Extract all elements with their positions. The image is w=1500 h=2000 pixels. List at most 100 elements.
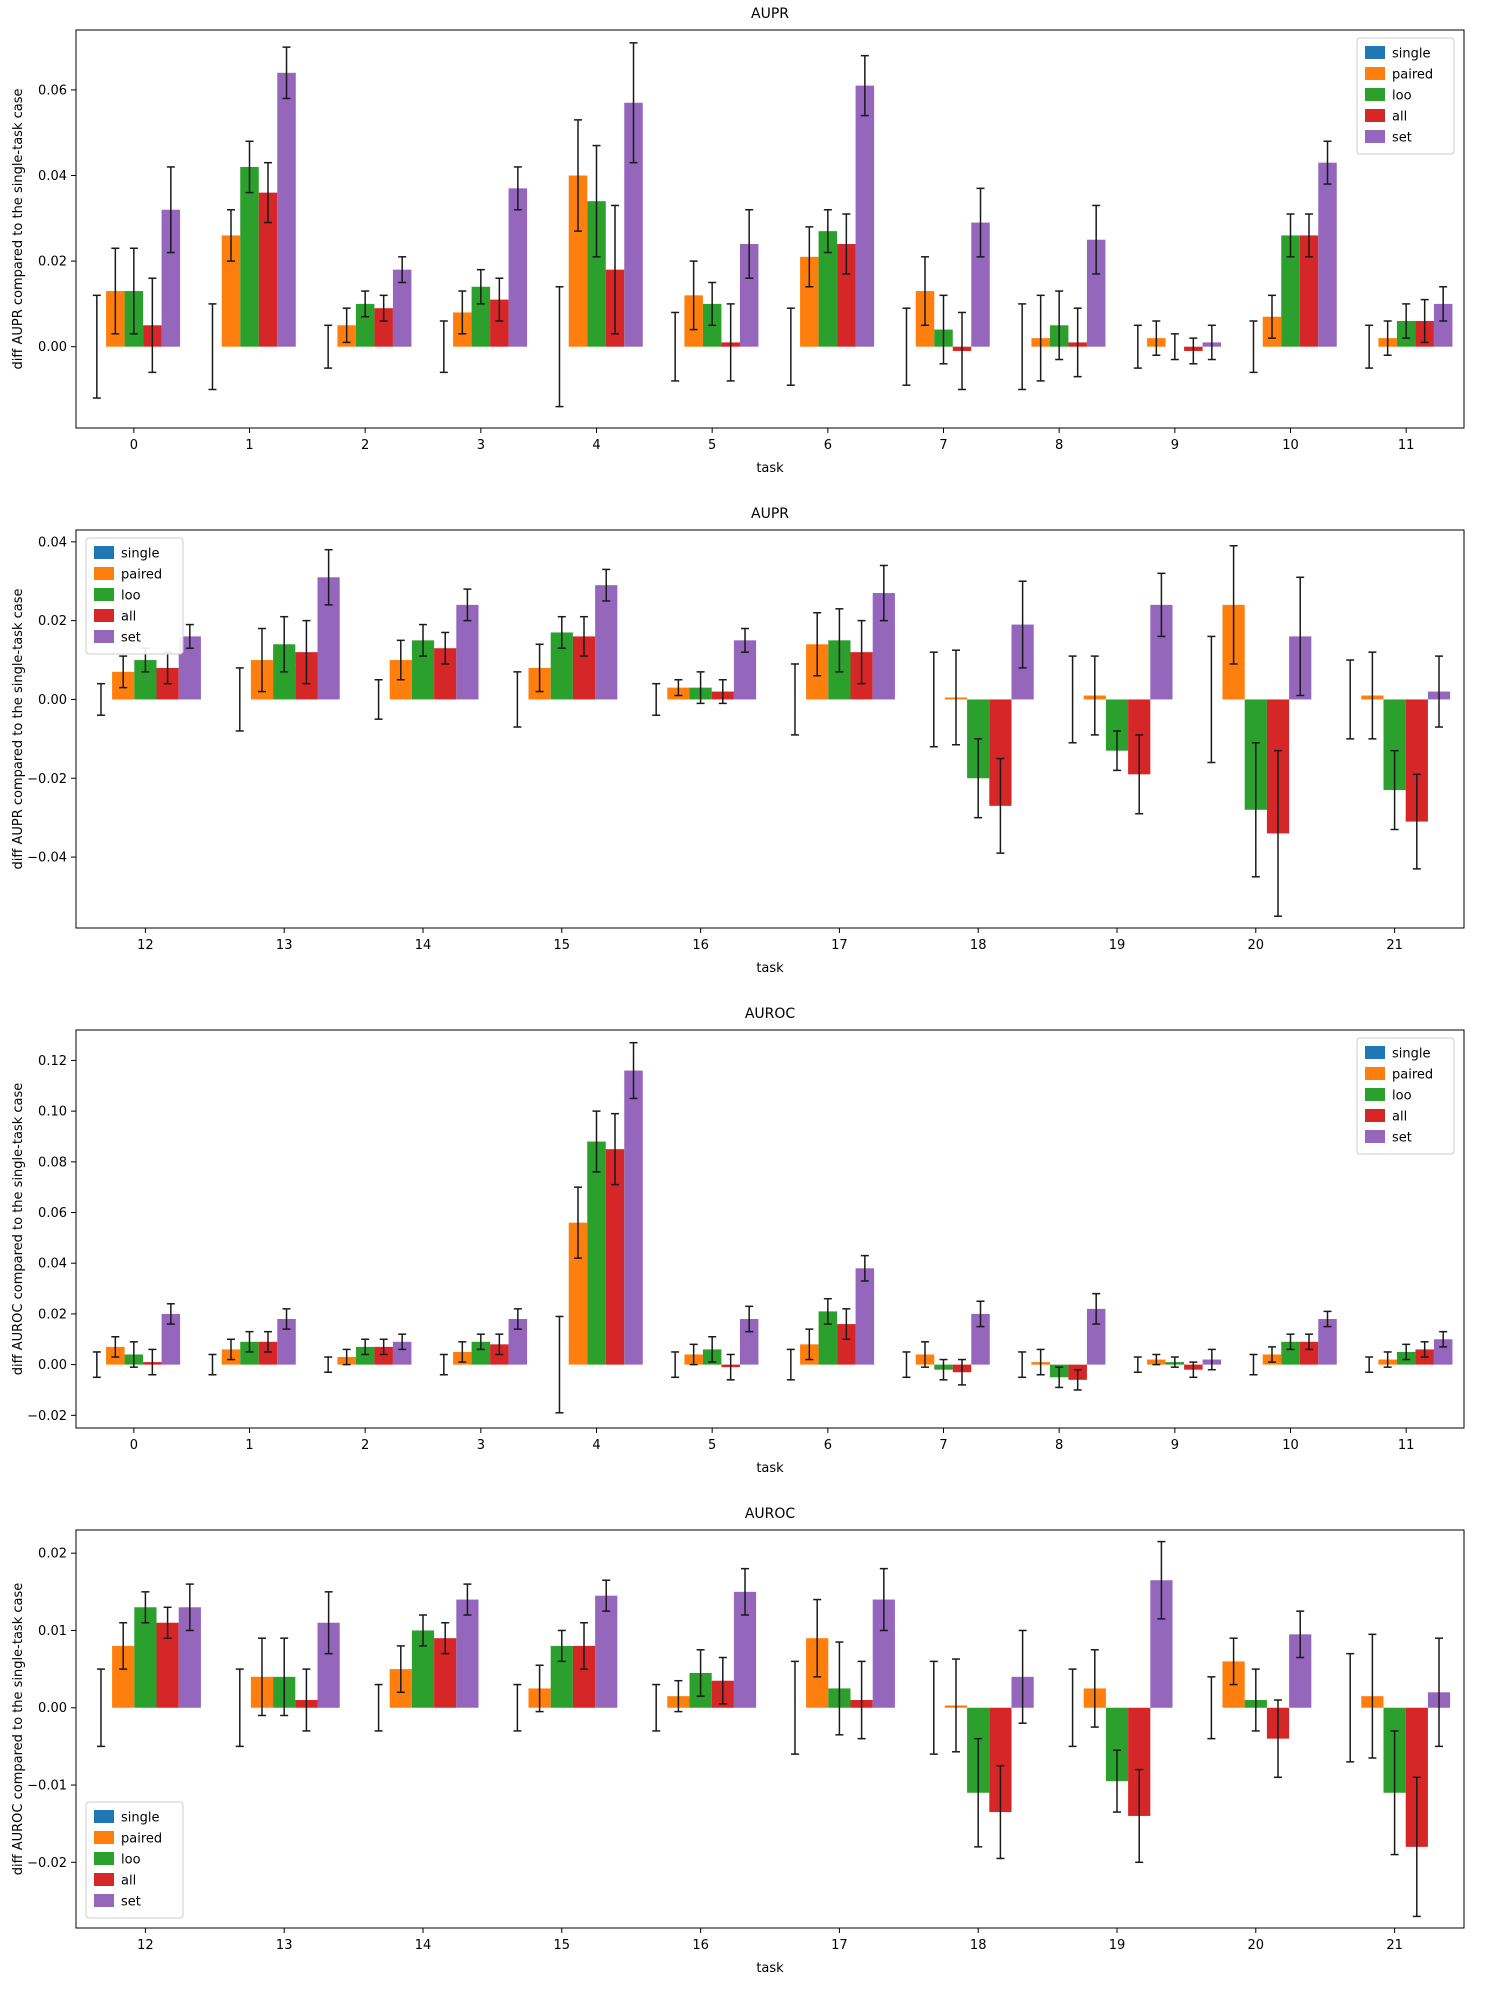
bar-loo-task-12 — [134, 660, 157, 700]
y-tick-label: 0.10 — [38, 1105, 67, 1120]
x-tick-label: 8 — [1055, 438, 1063, 453]
bar-paired-task-4 — [568, 1222, 588, 1365]
x-tick-label: 21 — [1386, 1938, 1403, 1953]
x-axis-label: task — [756, 1461, 784, 1476]
x-tick-label: 13 — [276, 1938, 293, 1953]
chart-auroc-tasks-12-21: −0.02 −0.01 0.00 0.01 0.02 12 13 14 15 16 17 18 19 20… — [0, 1500, 1500, 2000]
legend-swatch-all — [94, 1873, 114, 1886]
x-tick-label: 9 — [1171, 438, 1179, 453]
x-tick-label: 2 — [361, 438, 369, 453]
y-tick-label: 0.00 — [38, 340, 67, 355]
bar-loo-task-14 — [411, 1630, 435, 1708]
bar-paired-task-6 — [800, 256, 819, 347]
legend-label-set: set — [1392, 1131, 1412, 1146]
bar-paired-task-4 — [568, 175, 588, 347]
bars-layer — [112, 577, 1451, 834]
y-tick-label: −0.01 — [27, 1779, 67, 1794]
legend-label-single: single — [121, 547, 160, 562]
bar-all-task-14 — [434, 648, 457, 700]
x-tick-label: 8 — [1055, 1438, 1063, 1453]
legend-swatch-set — [1365, 130, 1385, 143]
y-tick-label: 0.12 — [38, 1054, 67, 1069]
legend-swatch-single — [94, 1810, 114, 1823]
bar-all-task-12 — [156, 1622, 179, 1708]
bar-loo-task-4 — [587, 201, 606, 347]
bar-all-task-4 — [605, 1149, 625, 1365]
x-tick-label: 7 — [939, 1438, 947, 1453]
legend-swatch-loo — [1365, 88, 1385, 101]
legend-swatch-loo — [94, 588, 114, 601]
bar-set-task-10 — [1318, 162, 1337, 347]
errorbars-layer — [92, 1041, 1448, 1414]
x-tick-label: 15 — [554, 1938, 571, 1953]
x-tick-label: 9 — [1171, 1438, 1179, 1453]
bar-loo-task-2 — [355, 303, 375, 347]
x-tick-label: 5 — [708, 1438, 716, 1453]
x-tick-label: 2 — [361, 1438, 369, 1453]
x-tick-label: 4 — [592, 1438, 600, 1453]
legend-label-all: all — [121, 610, 136, 625]
bar-set-task-7 — [971, 1313, 990, 1365]
legend-label-paired: paired — [1392, 68, 1433, 83]
bar-set-task-10 — [1318, 1318, 1337, 1365]
bars-layer — [106, 1070, 1453, 1380]
bar-all-task-1 — [258, 192, 278, 347]
bar-set-task-13 — [317, 1622, 340, 1708]
x-tick-label: 3 — [477, 1438, 485, 1453]
y-tick-label: 0.00 — [38, 693, 67, 708]
x-tick-label: 19 — [1109, 938, 1126, 953]
chart-auroc-tasks-0-11: −0.02 0.00 0.02 0.04 0.06 0.08 0.10 0.12 0 1 2 3 4 5 6… — [0, 1000, 1500, 1500]
legend: single paired loo all set — [1356, 37, 1455, 155]
legend-label-single: single — [1392, 1047, 1431, 1062]
legend-label-all: all — [121, 1874, 136, 1889]
bars-layer — [112, 1580, 1451, 1847]
chart-auroc-tasks-0-11-svg: −0.02 0.00 0.02 0.04 0.06 0.08 0.10 0.12 0 1 2 3 4 5 6… — [11, 1006, 1465, 1476]
legend-label-all: all — [1392, 110, 1407, 125]
bar-all-task-3 — [490, 299, 509, 347]
x-tick-label: 5 — [708, 438, 716, 453]
chart-aupr-tasks-12-21-svg: −0.04 −0.02 0.00 0.02 0.04 12 13 14 15 16 17 18 19 20… — [11, 506, 1465, 976]
legend-swatch-set — [94, 1894, 114, 1907]
bar-set-task-17 — [872, 593, 895, 700]
x-tick-label: 16 — [692, 938, 709, 953]
x-tick-label: 11 — [1398, 1438, 1415, 1453]
y-tick-label: −0.02 — [27, 772, 67, 787]
bar-loo-task-12 — [134, 1607, 157, 1708]
bar-set-task-16 — [733, 640, 757, 700]
bar-set-task-14 — [456, 604, 479, 700]
bar-set-task-6 — [855, 1268, 875, 1365]
bar-set-task-8 — [1086, 239, 1106, 347]
chart-auroc-tasks-12-21-svg: −0.02 −0.01 0.00 0.01 0.02 12 13 14 15 16 17 18 19 20… — [11, 1506, 1465, 1976]
bar-loo-task-14 — [411, 640, 435, 700]
x-tick-label: 18 — [970, 1938, 987, 1953]
bar-paired-task-12 — [112, 1645, 135, 1708]
legend: single paired loo all set — [1356, 1037, 1455, 1155]
bar-loo-task-19 — [1105, 1707, 1129, 1782]
legend-swatch-paired — [1365, 1067, 1385, 1080]
bar-set-task-14 — [456, 1599, 479, 1708]
legend-swatch-paired — [94, 1831, 114, 1844]
y-tick-label: 0.02 — [38, 614, 67, 629]
legend-label-set: set — [121, 631, 141, 646]
bar-set-task-16 — [733, 1591, 757, 1708]
bar-loo-task-19 — [1105, 699, 1129, 751]
bar-loo-task-4 — [587, 1141, 606, 1365]
legend-swatch-single — [94, 546, 114, 559]
legend-swatch-loo — [1365, 1088, 1385, 1101]
plot-frame — [75, 1029, 1465, 1429]
x-tick-label: 12 — [137, 1938, 154, 1953]
plot-frame — [75, 29, 1465, 429]
bar-set-task-2 — [392, 1341, 412, 1365]
bar-loo-task-10 — [1281, 1341, 1300, 1365]
y-tick-label: 0.04 — [38, 535, 67, 550]
bar-set-task-12 — [178, 1607, 201, 1708]
x-tick-label: 7 — [939, 438, 947, 453]
bar-all-task-10 — [1299, 1341, 1319, 1365]
bar-all-task-15 — [572, 636, 596, 700]
y-tick-label: 0.06 — [38, 83, 67, 98]
bar-loo-task-1 — [240, 1341, 259, 1365]
bar-set-task-19 — [1150, 604, 1173, 700]
bar-set-task-1 — [277, 1318, 296, 1365]
legend-label-paired: paired — [121, 568, 162, 583]
x-tick-label: 10 — [1282, 1438, 1299, 1453]
